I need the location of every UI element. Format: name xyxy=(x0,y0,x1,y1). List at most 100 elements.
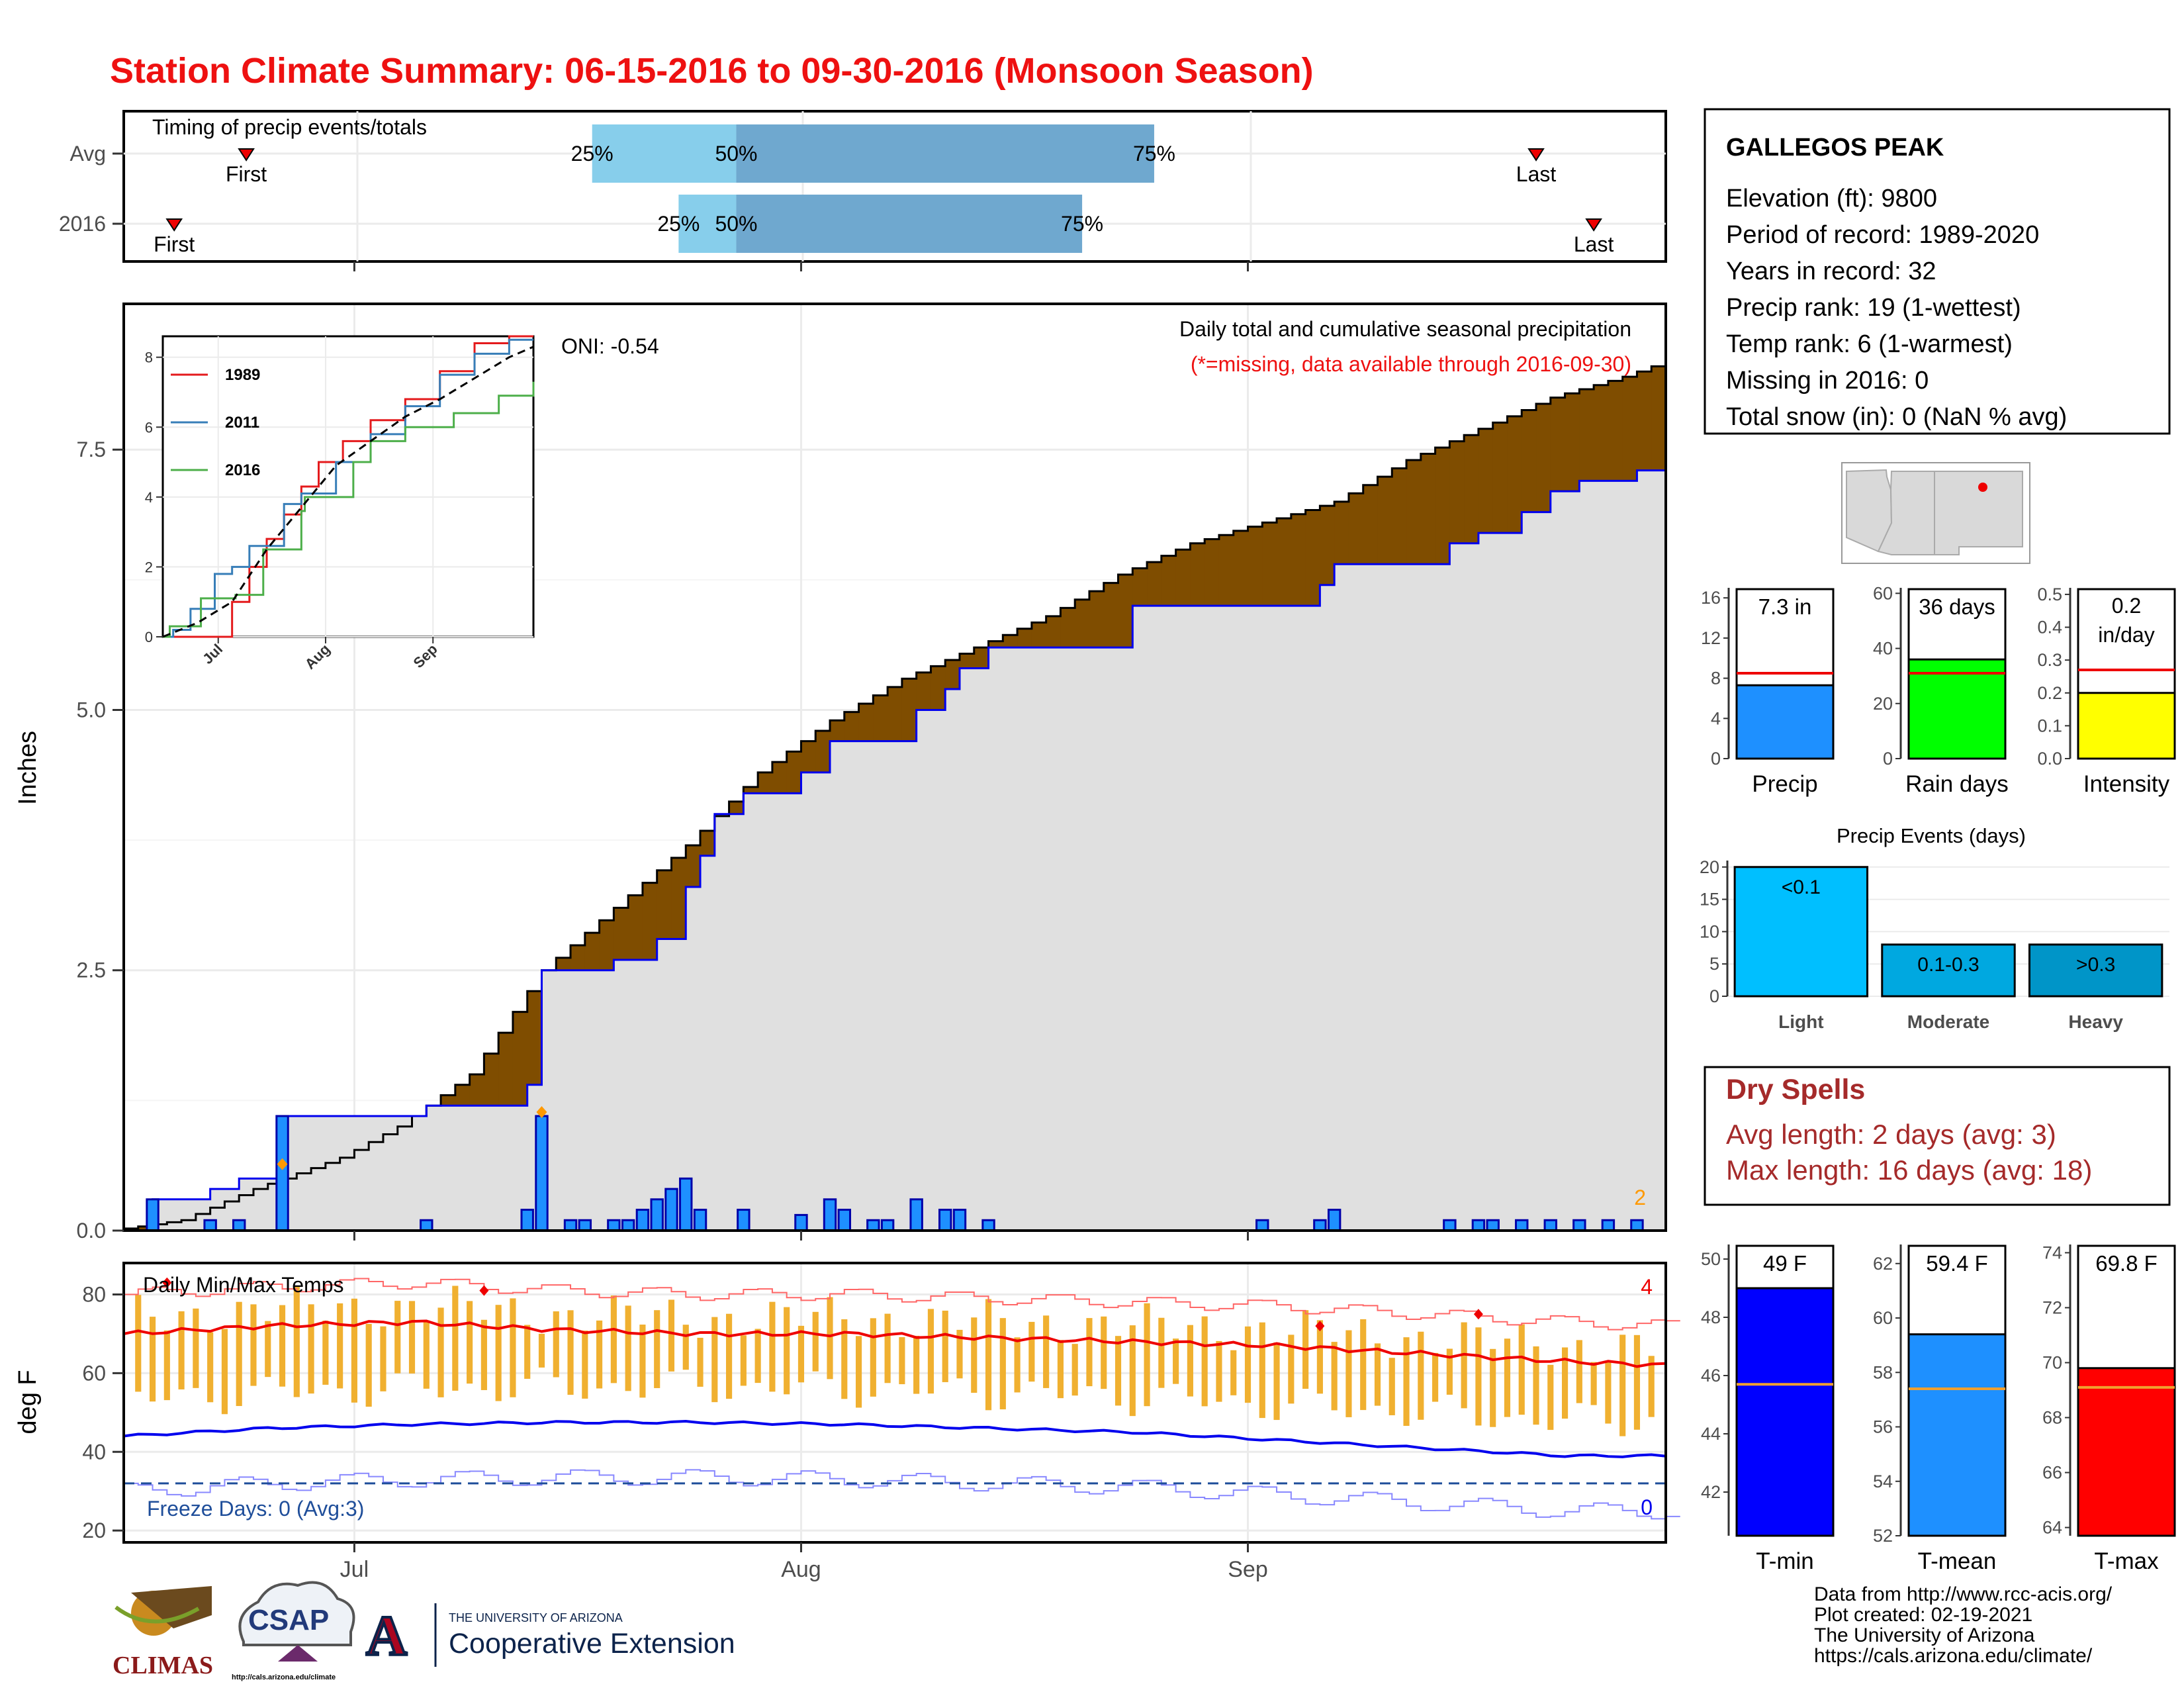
daily-precip-bar xyxy=(275,1115,289,1232)
precip-events-title: Precip Events (days) xyxy=(1837,824,2026,847)
mini-bar-category-label: T-min xyxy=(1756,1548,1814,1574)
mini-y-tick-label: 0.1 xyxy=(2037,716,2062,735)
cumulative-deficit-segment xyxy=(1046,616,1061,648)
daily-temp-range-bar xyxy=(797,1325,805,1383)
station-info-box: GALLEGOS PEAK Elevation (ft): 9800 Period… xyxy=(1704,108,2171,435)
timing-row-label: Avg xyxy=(69,142,106,165)
daily-temp-range-bar xyxy=(538,1333,545,1368)
last-event-marker xyxy=(1527,148,1545,162)
daily-temp-range-bar xyxy=(668,1299,675,1372)
timing-p25-label: 25% xyxy=(571,142,614,165)
daily-precip-bar xyxy=(1630,1219,1644,1232)
cumulative-2016-line xyxy=(124,469,1666,1232)
daily-temp-range-bar xyxy=(1101,1316,1107,1389)
timing-p75-label: 75% xyxy=(1133,142,1175,165)
cumulative-deficit-segment xyxy=(873,695,888,741)
temp-summary-t-mean: 52 54 56 58 60 62 59.4 F T-mean xyxy=(1873,1244,2007,1574)
daily-temp-range-bar xyxy=(423,1320,430,1389)
cumulative-deficit-segment xyxy=(455,1084,471,1106)
mini-y-tick-label: 62 xyxy=(1873,1254,1893,1274)
precip-event-category: Light xyxy=(1778,1011,1823,1032)
daily-temp-range-bar xyxy=(726,1313,733,1399)
timing-p75-label: 75% xyxy=(1061,212,1103,236)
daily-temp-range-bar xyxy=(1446,1348,1453,1395)
daily-temp-range-bar xyxy=(1028,1321,1035,1382)
cumulative-deficit-segment xyxy=(1291,514,1306,606)
daily-precip-bar xyxy=(938,1209,952,1232)
last-event-label: Last xyxy=(1516,162,1557,186)
precip-panel-subtitle: (*=missing, data available through 2016-… xyxy=(1191,352,1631,376)
mini-bar-value xyxy=(1735,1287,1835,1537)
daily-temp-range-bar xyxy=(1230,1350,1237,1395)
daily-temp-range-bar xyxy=(1173,1338,1179,1384)
mini-y-tick-label: 8 xyxy=(1711,669,1721,688)
cumulative-deficit-segment xyxy=(1392,468,1407,565)
daily-temp-range-bar xyxy=(639,1324,646,1398)
inset-legend-label: 2011 xyxy=(225,414,259,432)
precip-event-bar xyxy=(1733,866,1869,998)
last-event-label: Last xyxy=(1574,232,1614,256)
daily-temp-range-bar xyxy=(1043,1315,1050,1388)
cumulative-deficit-segment xyxy=(441,1095,456,1106)
daily-temp-range-bar xyxy=(1432,1352,1439,1402)
cumulative-deficit-segment xyxy=(1622,377,1637,481)
record-min-temp-line xyxy=(124,1469,1680,1520)
cumulative-deficit-segment xyxy=(959,653,975,669)
mini-bar-category-label: Intensity xyxy=(2083,771,2170,797)
cumulative-deficit-segment xyxy=(1420,453,1436,565)
record-high-marker xyxy=(162,1277,172,1288)
daily-precip-bar xyxy=(866,1219,880,1232)
daily-precip-bar xyxy=(794,1213,808,1232)
daily-precip-bar xyxy=(621,1219,635,1232)
mini-y-tick-label: 12 xyxy=(1701,628,1721,648)
footer: CLIMAS CSAP http://cals.arizona.edu/clim… xyxy=(113,1581,2113,1681)
daily-temp-range-bar xyxy=(1576,1340,1582,1403)
daily-temp-range-bar xyxy=(769,1301,776,1392)
daily-temp-range-bar xyxy=(1129,1325,1136,1417)
timing-label: Timing of precip events/totals xyxy=(152,115,427,139)
daily-temp-range-bar xyxy=(1288,1335,1295,1404)
temp-summary-t-max: 64 66 68 70 72 74 69.8 F T-max xyxy=(2042,1243,2176,1574)
daily-precip-bar xyxy=(232,1219,246,1232)
daily-precip-bar xyxy=(981,1219,995,1232)
mini-y-tick-label: 0.3 xyxy=(2037,650,2062,670)
cumulative-deficit-segment xyxy=(498,1033,514,1106)
cumulative-deficit-segment xyxy=(1161,555,1177,606)
daily-precip-bar xyxy=(607,1219,621,1232)
csap-logo: CSAP http://cals.arizona.edu/climate xyxy=(232,1581,355,1681)
record-high-marker xyxy=(479,1285,489,1296)
cumulative-deficit-segment xyxy=(830,720,845,741)
daily-temp-range-bar xyxy=(1590,1362,1597,1405)
daily-temp-range-bar xyxy=(1633,1335,1641,1430)
daily-temp-range-bar xyxy=(365,1323,372,1407)
map-state-new-mexico xyxy=(1934,471,2023,555)
mini-y-tick-label: 48 xyxy=(1701,1307,1721,1327)
mini-y-tick-label: 68 xyxy=(2042,1408,2062,1428)
daily-temp-range-bar xyxy=(510,1298,516,1397)
mini-y-tick-label: 0 xyxy=(1883,749,1893,769)
station-detail-line: Years in record: 32 xyxy=(1726,258,1936,285)
mini-y-tick-label: 44 xyxy=(1701,1424,1721,1444)
inset-frame xyxy=(161,335,535,638)
daily-precip-bar xyxy=(1601,1219,1615,1232)
precip-y-tick-label: 0.0 xyxy=(77,1219,106,1243)
daily-temp-range-bar xyxy=(163,1330,170,1401)
daily-temp-range-bar xyxy=(582,1331,588,1399)
cumulative-deficit-segment xyxy=(1565,393,1580,492)
cumulative-deficit-segment xyxy=(1377,477,1392,565)
temp-panel-frame xyxy=(122,1262,1667,1544)
daily-precip-bar xyxy=(693,1209,707,1232)
mini-bar-value-label: 7.3 in xyxy=(1758,594,1812,619)
daily-temp-range-bar xyxy=(221,1329,228,1415)
mini-y-tick-label: 40 xyxy=(1873,639,1893,659)
first-event-label: First xyxy=(226,162,267,186)
inset-series-line xyxy=(163,335,533,638)
cumulative-deficit-segment xyxy=(1118,574,1133,648)
precip-event-category: Moderate xyxy=(1907,1011,1989,1032)
record-high-marker xyxy=(1473,1309,1483,1320)
station-detail-line: Missing in 2016: 0 xyxy=(1726,367,1929,395)
cumulative-deficit-segment xyxy=(1103,583,1119,648)
events-y-tick-label: 15 xyxy=(1700,890,1719,910)
daily-temp-range-bar xyxy=(812,1311,819,1372)
